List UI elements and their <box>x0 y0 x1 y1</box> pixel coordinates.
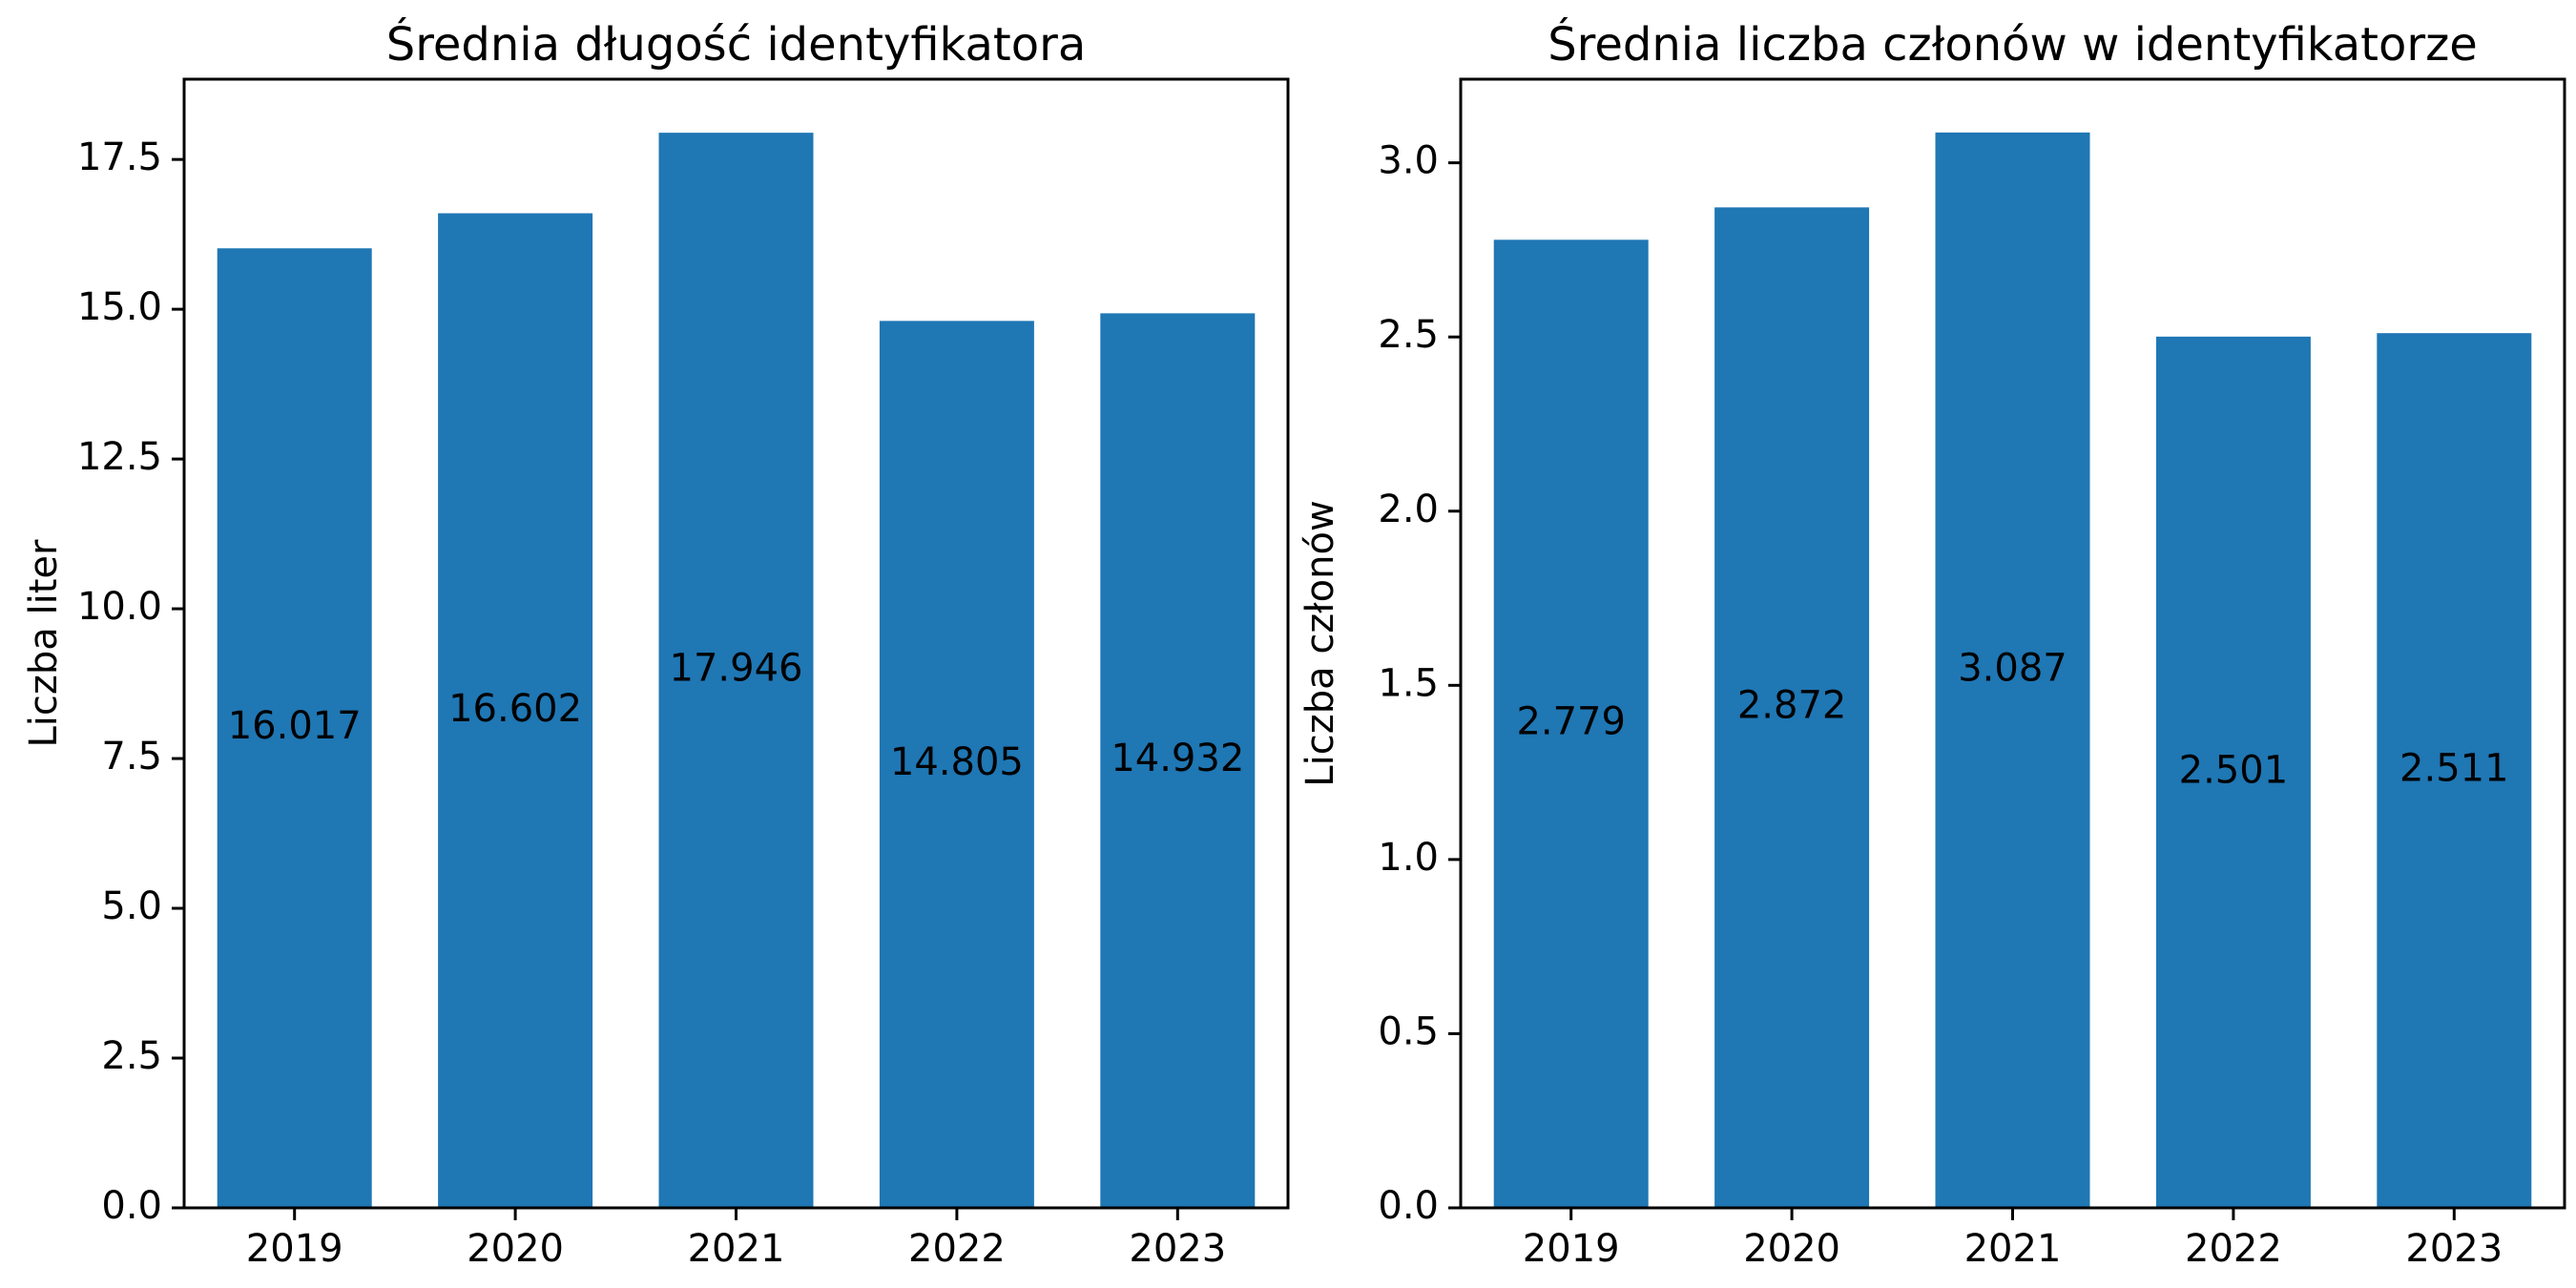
bar-2023 <box>2377 333 2532 1208</box>
bar-2020 <box>438 213 593 1209</box>
bar-2020 <box>1714 207 1870 1208</box>
left-bar-chart: 16.017 16.602 17.946 14.805 14.932 0.0 2.5 5.0 7… <box>22 17 1290 1271</box>
data-label-2023: 2.511 <box>2399 747 2509 791</box>
chart-title: Średnia długość identyfikatora <box>386 17 1087 72</box>
bar-2021 <box>1935 132 2090 1208</box>
y-tick-label: 3.0 <box>1378 139 1439 183</box>
data-label-2022: 14.805 <box>890 740 1024 784</box>
data-label-2021: 3.087 <box>1958 646 2067 690</box>
data-label-2021: 17.946 <box>670 647 803 691</box>
bar-2022 <box>2155 336 2311 1208</box>
y-tick-label: 2.0 <box>1378 488 1439 531</box>
y-tick-label: 0.5 <box>1378 1009 1439 1053</box>
bar-2022 <box>879 321 1034 1208</box>
x-tick-label-2019: 2019 <box>1523 1227 1620 1271</box>
y-tick-label: 1.0 <box>1378 836 1439 880</box>
y-tick-label: 1.5 <box>1378 661 1439 705</box>
data-label-2020: 2.872 <box>1737 684 1847 728</box>
y-axis-label: Liczba członów <box>1298 500 1342 786</box>
data-label-2019: 16.017 <box>228 704 362 748</box>
x-tick-label-2022: 2022 <box>2185 1227 2282 1271</box>
bar-2019 <box>1493 239 1649 1209</box>
y-tick-label: 0.0 <box>101 1184 162 1228</box>
data-label-2019: 2.779 <box>1516 700 1626 744</box>
x-tick-label-2019: 2019 <box>246 1227 343 1271</box>
x-tick-label-2021: 2021 <box>1964 1227 2062 1271</box>
x-tick-label-2023: 2023 <box>2405 1227 2503 1271</box>
chart-title: Średnia liczba członów w identyfikatorze <box>1548 17 2478 72</box>
y-tick-label: 15.0 <box>77 285 162 329</box>
y-tick-label: 12.5 <box>77 435 162 479</box>
bar-2021 <box>658 133 814 1208</box>
bar-2019 <box>217 248 372 1209</box>
data-label-2022: 2.501 <box>2179 748 2289 792</box>
x-tick-label-2022: 2022 <box>908 1227 1006 1271</box>
x-tick-label-2020: 2020 <box>467 1227 564 1271</box>
data-label-2023: 14.932 <box>1111 737 1244 780</box>
right-bar-chart: 2.779 2.872 3.087 2.501 2.511 0.0 0.5 1.0 1.5 2.0… <box>1298 17 2566 1271</box>
bar-2023 <box>1100 313 1256 1208</box>
y-tick-label: 0.0 <box>1378 1184 1439 1228</box>
data-label-2020: 16.602 <box>448 687 582 731</box>
y-tick-label: 5.0 <box>101 884 162 928</box>
y-tick-label: 2.5 <box>101 1034 162 1078</box>
y-tick-label: 10.0 <box>77 585 162 629</box>
y-tick-label: 2.5 <box>1378 313 1439 357</box>
x-tick-label-2021: 2021 <box>688 1227 785 1271</box>
y-tick-label: 17.5 <box>77 135 162 179</box>
x-tick-label-2023: 2023 <box>1129 1227 1226 1271</box>
y-axis-label: Liczba liter <box>22 539 66 748</box>
x-tick-label-2020: 2020 <box>1743 1227 1840 1271</box>
y-tick-label: 7.5 <box>101 735 162 779</box>
